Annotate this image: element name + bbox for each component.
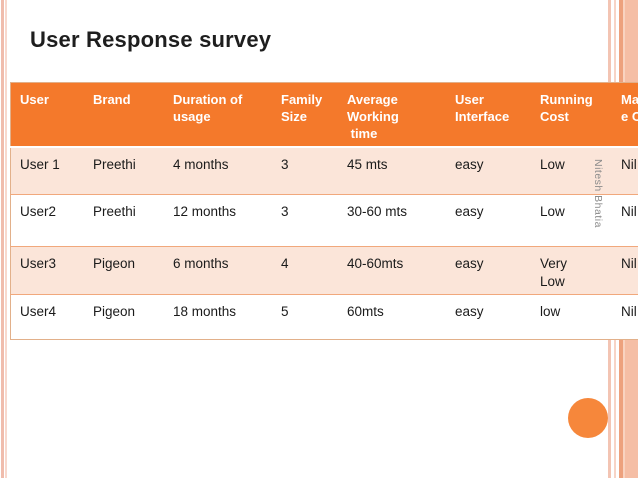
table-cell: User3 (10, 246, 84, 296)
table-header-row: User Brand Duration of usage Family Size… (10, 82, 638, 149)
table-cell: Preethi (84, 147, 164, 195)
table-cell: easy (446, 294, 531, 340)
left-border-stripe-inner (5, 0, 7, 478)
table-cell: 45 mts (338, 147, 446, 195)
table-cell: Pigeon (84, 246, 164, 296)
column-header-brand: Brand (84, 82, 164, 149)
column-header-maintenance-cost: Maintenanc e Cost (612, 82, 638, 149)
table-cell: 3 (272, 194, 338, 247)
column-header-duration: Duration of usage (164, 82, 272, 149)
author-watermark: Nitesh Bhatia (592, 159, 604, 228)
table-cell: Nil (612, 194, 638, 247)
table-cell: 5 (272, 294, 338, 340)
table-cell: 18 months (164, 294, 272, 340)
table-cell: Nil (612, 294, 638, 340)
table-cell: 4 months (164, 147, 272, 195)
table-cell: easy (446, 246, 531, 296)
orange-circle-decoration (568, 398, 608, 438)
table-cell: 4 (272, 246, 338, 296)
table-row-user2: User2 Preethi 12 months 3 30-60 mts easy… (10, 194, 638, 247)
table-cell: Very Low (531, 246, 612, 296)
column-header-interface: User Interface (446, 82, 531, 149)
survey-table: User Brand Duration of usage Family Size… (10, 82, 638, 341)
table-cell: Low (531, 147, 612, 195)
column-header-user: User (10, 82, 84, 149)
slide-title: User Response survey (30, 27, 272, 52)
table-cell: Nil (612, 246, 638, 296)
table-cell: low (531, 294, 612, 340)
table-cell: Pigeon (84, 294, 164, 340)
table-cell: User4 (10, 294, 84, 340)
table-row-user4: User4 Pigeon 18 months 5 60mts easy low … (10, 294, 638, 340)
table-cell: 12 months (164, 194, 272, 247)
table-cell: Nil (612, 147, 638, 195)
column-header-working-time: Average Working time (338, 82, 446, 149)
table-cell: 60mts (338, 294, 446, 340)
table-cell: Low (531, 194, 612, 247)
table-cell: 6 months (164, 246, 272, 296)
column-header-family-size: Family Size (272, 82, 338, 149)
table-cell: easy (446, 147, 531, 195)
table-cell: User 1 (10, 147, 84, 195)
table-row-user3: User3 Pigeon 6 months 4 40-60mts easy Ve… (10, 246, 638, 296)
table-row-user1: User 1 Preethi 4 months 3 45 mts easy Lo… (10, 147, 638, 195)
left-border-stripe (1, 0, 4, 478)
table-cell: Preethi (84, 194, 164, 247)
table-cell: 30-60 mts (338, 194, 446, 247)
table-cell: 40-60mts (338, 246, 446, 296)
table-cell: 3 (272, 147, 338, 195)
table-cell: User2 (10, 194, 84, 247)
table-cell: easy (446, 194, 531, 247)
column-header-running-cost: Running Cost (531, 82, 612, 149)
